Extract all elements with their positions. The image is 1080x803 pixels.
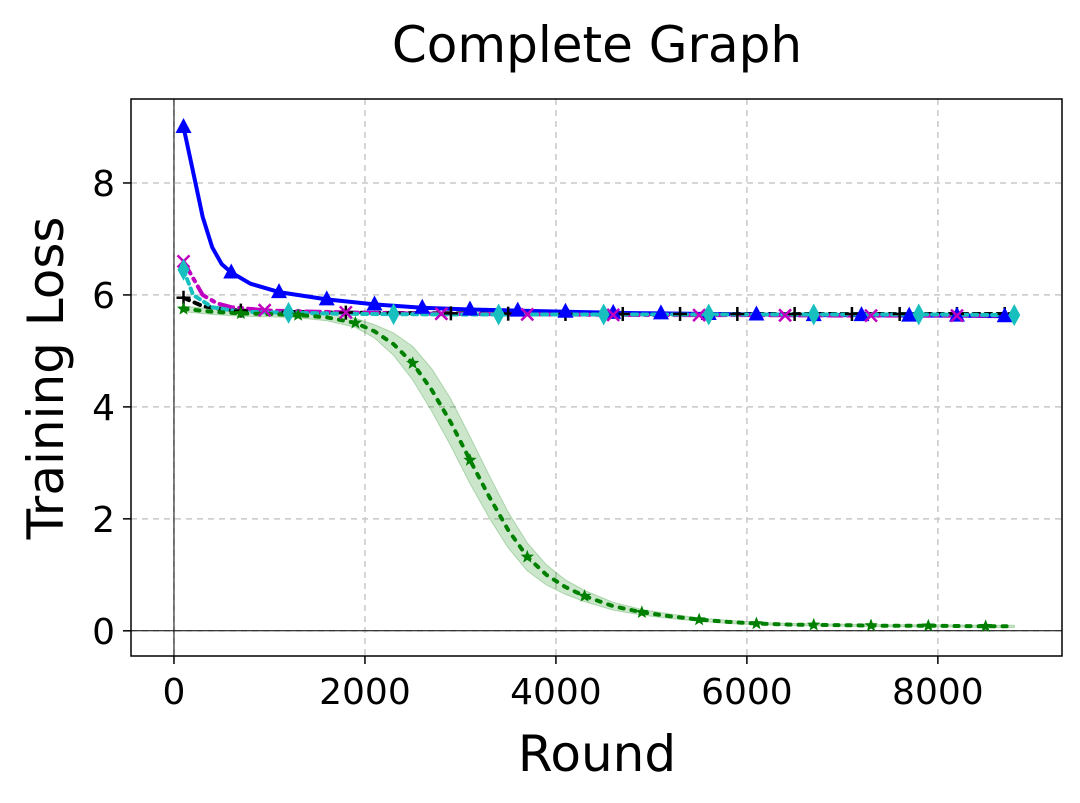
diamond-marker	[912, 303, 925, 326]
triangle-marker	[853, 306, 870, 322]
x-marker	[606, 307, 621, 322]
y-tick-label: 6	[92, 276, 115, 317]
diamond-marker	[387, 303, 400, 326]
series-lines	[181, 125, 1017, 629]
diamond-marker	[807, 303, 820, 326]
triangle-marker	[461, 300, 478, 316]
triangle-marker	[557, 302, 574, 318]
reference-lines	[131, 99, 1062, 656]
triangle-marker	[318, 290, 335, 306]
y-tick-label: 4	[92, 388, 115, 429]
plus-marker	[730, 306, 745, 321]
star-marker	[348, 315, 363, 329]
star-marker	[577, 589, 592, 602]
confidence-bands	[183, 305, 1015, 628]
x-marker	[692, 308, 707, 322]
triangle-marker	[366, 295, 383, 311]
x-marker	[950, 308, 964, 323]
triangle-marker	[271, 283, 288, 299]
star-marker	[520, 549, 534, 563]
plus-marker	[673, 306, 688, 321]
x-tick-label: 2000	[319, 672, 411, 713]
star-marker	[234, 306, 248, 320]
x-marker-stroke	[692, 308, 707, 322]
diamond-marker	[492, 303, 505, 326]
series-line-1	[181, 125, 1007, 319]
star-marker	[921, 618, 935, 632]
x-marker-stroke	[778, 308, 792, 323]
series-markers-4	[176, 301, 993, 632]
triangle-marker	[748, 305, 765, 321]
axis-ticks: 0 2000 4000 6000 8000 0 2 4 6 8	[92, 164, 984, 713]
star-marker	[978, 619, 993, 632]
star-marker	[406, 356, 420, 369]
x-marker	[864, 308, 878, 323]
x-marker-stroke	[257, 303, 272, 318]
x-axis-title: Round	[518, 725, 676, 783]
star-marker	[635, 605, 649, 618]
diamond-marker	[1008, 304, 1021, 327]
diamond-marker	[282, 301, 295, 324]
star-marker	[291, 308, 305, 321]
x-marker-stroke	[434, 306, 449, 321]
plus-marker	[844, 306, 859, 321]
star-marker	[749, 616, 764, 630]
series-line-4	[181, 306, 1017, 629]
y-tick-label: 0	[92, 612, 115, 653]
series-line-2	[181, 259, 1017, 318]
star-marker	[692, 612, 706, 626]
plus-marker	[787, 306, 802, 321]
x-marker-stroke	[864, 308, 878, 323]
series-markers-2	[176, 254, 964, 323]
series-markers-3	[177, 258, 1021, 327]
x-tick-label: 4000	[510, 672, 602, 713]
y-axis-title: Training Loss	[17, 217, 75, 541]
x-marker	[778, 308, 792, 323]
y-tick-label: 8	[92, 164, 115, 205]
diamond-marker	[702, 303, 715, 326]
diamond-marker	[597, 303, 610, 326]
x-tick-label: 0	[163, 672, 186, 713]
triangle-marker	[223, 263, 240, 279]
triangle-marker	[414, 298, 431, 314]
star-marker	[463, 453, 477, 466]
x-tick-label: 8000	[892, 672, 984, 713]
triangle-marker	[509, 301, 526, 317]
triangle-marker	[175, 117, 192, 133]
series-markers	[175, 117, 1021, 632]
plus-marker	[443, 306, 458, 321]
x-marker-stroke	[520, 307, 535, 322]
grid-lines	[131, 99, 1062, 656]
series-line-3	[181, 267, 1017, 318]
series-markers-1	[175, 117, 1013, 323]
plus-marker	[892, 306, 907, 321]
triangle-marker	[901, 306, 918, 322]
diamond-marker	[177, 258, 190, 281]
series-band-4	[183, 305, 1015, 628]
star-marker	[807, 617, 821, 631]
triangle-marker	[652, 304, 669, 320]
plot-frame	[130, 98, 1063, 657]
x-marker-stroke	[606, 307, 621, 322]
x-tick-label: 6000	[701, 672, 793, 713]
y-tick-label: 2	[92, 500, 115, 541]
x-marker	[338, 305, 353, 320]
x-marker-stroke	[950, 308, 964, 323]
star-marker	[864, 618, 878, 632]
x-marker	[434, 306, 449, 321]
x-marker	[257, 303, 272, 318]
star-marker	[176, 301, 191, 315]
x-marker-stroke	[338, 305, 353, 320]
chart-title: Complete Graph	[392, 16, 802, 74]
triangle-marker	[996, 307, 1013, 323]
x-marker	[520, 307, 535, 322]
